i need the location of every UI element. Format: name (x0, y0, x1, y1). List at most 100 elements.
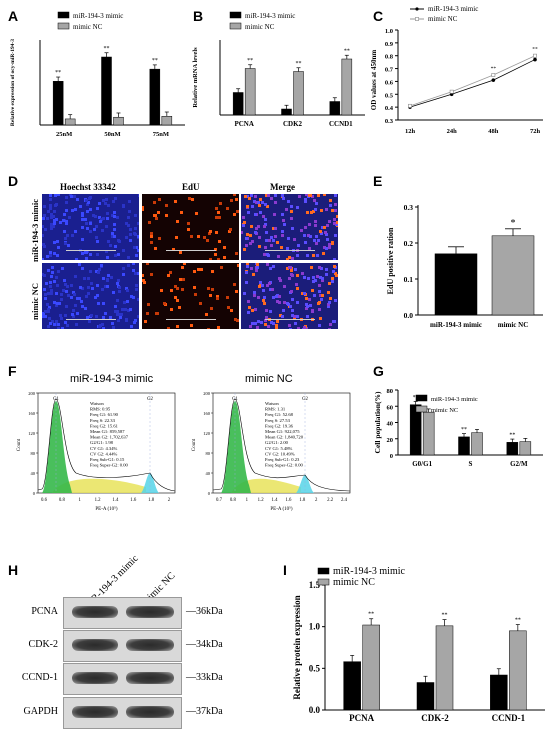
peak-label-g1: G1 (53, 397, 59, 402)
x-tick-label: 1.2 (95, 498, 102, 503)
bar-mimic (52, 81, 64, 126)
legend-label: mimic NC (333, 577, 375, 588)
bar-nc (293, 71, 304, 116)
x-tick-label: 2.2 (327, 498, 334, 503)
blot-row-gapdh (63, 697, 182, 729)
panel-label-i: I (283, 562, 287, 578)
y-tick-label: 0.9 (385, 41, 394, 48)
series-line-nc (409, 55, 536, 107)
panel-h-western-blot: miR-194-3 mimic mimic NC PCNA —36kDa CDK-2… (0, 553, 280, 734)
scale-bar (166, 250, 216, 251)
x-category-label: CCND-1 (492, 713, 526, 723)
legend-marker (415, 7, 419, 11)
protein-band (72, 639, 118, 651)
data-point (408, 103, 412, 108)
y-tick-label: 0.0 (309, 705, 321, 715)
cell-nuclei (142, 263, 143, 264)
x-tick-label: 2 (315, 498, 318, 503)
stats-line: Freq G2: 15.61 (90, 423, 119, 428)
y-tick-label: 0.0 (404, 311, 414, 320)
molecular-weight: —36kDa (186, 606, 223, 617)
bar-nc (244, 68, 256, 116)
x-tick-label: 1.8 (299, 498, 306, 503)
x-category-label: CDK-2 (421, 713, 449, 723)
scale-bar (166, 319, 216, 320)
legend-swatch (415, 405, 428, 413)
micro-image-edu (142, 194, 239, 260)
protein-band (126, 706, 174, 718)
bar-nc (491, 235, 535, 316)
flow-left-title: miR-194-3 mimic (70, 373, 154, 385)
x-tick-label: 1 (79, 498, 82, 503)
chart-g: 0 20 40 60 80 ** G0/G1 ** S ** G2/M Cell population… (373, 388, 543, 468)
bar-mimic (506, 442, 519, 456)
significance-mark: ** (532, 47, 538, 53)
y-axis-label: Relative protein expression (292, 595, 302, 699)
x-tick-label: 1.6 (285, 498, 292, 503)
scale-bar (265, 250, 315, 251)
molecular-weight: —37kDa (186, 706, 223, 717)
blot-row-cdk-2 (63, 630, 182, 662)
x-category-label: 48h (488, 128, 499, 135)
bar-mimic (458, 436, 470, 456)
y-tick-label: 80 (31, 451, 36, 456)
stats-line: Mean G2: 1,840,720 (265, 435, 304, 441)
stats-line: CV G2: 4.44% (90, 451, 118, 456)
peak-label-g2: G2 (302, 397, 308, 402)
y-tick-label: 0 (208, 491, 211, 496)
y-tick-label: 120 (28, 431, 36, 436)
legend-label: mimic NC (245, 23, 275, 31)
bar-nc (509, 630, 527, 711)
legend-label: miR-194-3 mimic (431, 396, 478, 403)
significance-mark: ** (491, 66, 497, 72)
stats-line: G2/G1: 2.00 (265, 440, 289, 445)
data-point (449, 89, 454, 94)
legend-label: miR-194-3 mimic (245, 12, 295, 20)
y-tick-label: 0.1 (404, 275, 414, 284)
legend-swatch (317, 567, 330, 575)
significance-mark: ** (413, 395, 419, 401)
x-category-label: miR-194-3 mimic (430, 321, 482, 329)
protein-name: GAPDH (23, 706, 58, 717)
x-category-label: 12h (405, 128, 416, 135)
legend-label: miR-194-3 mimic (428, 5, 478, 13)
stats-line: Mean G1: 922,075 (265, 429, 300, 435)
significance-mark: ** (247, 58, 253, 64)
cell-nuclei (42, 194, 43, 195)
y-tick-label: 1.0 (309, 622, 321, 632)
flow-histogram-left: 0 40 80 120 160 200 0.6 0.8 1 1.2 1.4 1.6 1.8 2 PE-A (… (17, 391, 176, 512)
bar-nc (362, 624, 380, 711)
x-tick-label: 1.6 (130, 498, 137, 503)
significance-mark: ** (442, 612, 448, 618)
protein-band (126, 672, 174, 684)
panel-label-c: C (373, 8, 384, 24)
legend-swatch (57, 11, 70, 19)
bar-mimic (329, 101, 341, 116)
stats-line: Watson (90, 401, 104, 406)
y-axis-label: Cell population(%) (373, 391, 382, 453)
x-category-label: PCNA (234, 120, 253, 128)
micro-image-merge (241, 194, 338, 260)
g2-peak (296, 475, 314, 493)
bar-mimic (101, 56, 112, 126)
bar-mimic (149, 68, 161, 126)
y-tick-label: 0.6 (385, 79, 394, 86)
panel-d-microscopy: Hoechst 33342 EdU Merge miR-194-3 mimic … (0, 180, 340, 340)
y-tick-label: 1.5 (309, 580, 321, 590)
legend-label: miR-194-3 mimic (333, 566, 406, 577)
x-category-label: mimic NC (498, 321, 529, 329)
panel-label-g: G (373, 363, 384, 379)
x-category-label: 50nM (104, 131, 120, 138)
x-category-label: CDK2 (283, 120, 303, 128)
y-tick-label: 200 (203, 391, 211, 396)
y-tick-label: 1.0 (385, 28, 393, 35)
x-tick-label: 1.4 (112, 498, 119, 503)
stats-line: Freq S: 27.53 (265, 418, 291, 423)
x-tick-label: 2 (168, 498, 171, 503)
chart-i: 0.0 0.5 1.0 1.5 ** PCNA ** CDK-2 ** CCND-1 Relativ… (292, 566, 545, 723)
y-axis-label: OD values at 450nm (370, 50, 378, 111)
x-category-label: 25nM (56, 131, 72, 138)
significance-mark: ** (152, 58, 158, 64)
significance-mark: ** (368, 612, 374, 618)
y-tick-label: 0 (33, 491, 36, 496)
